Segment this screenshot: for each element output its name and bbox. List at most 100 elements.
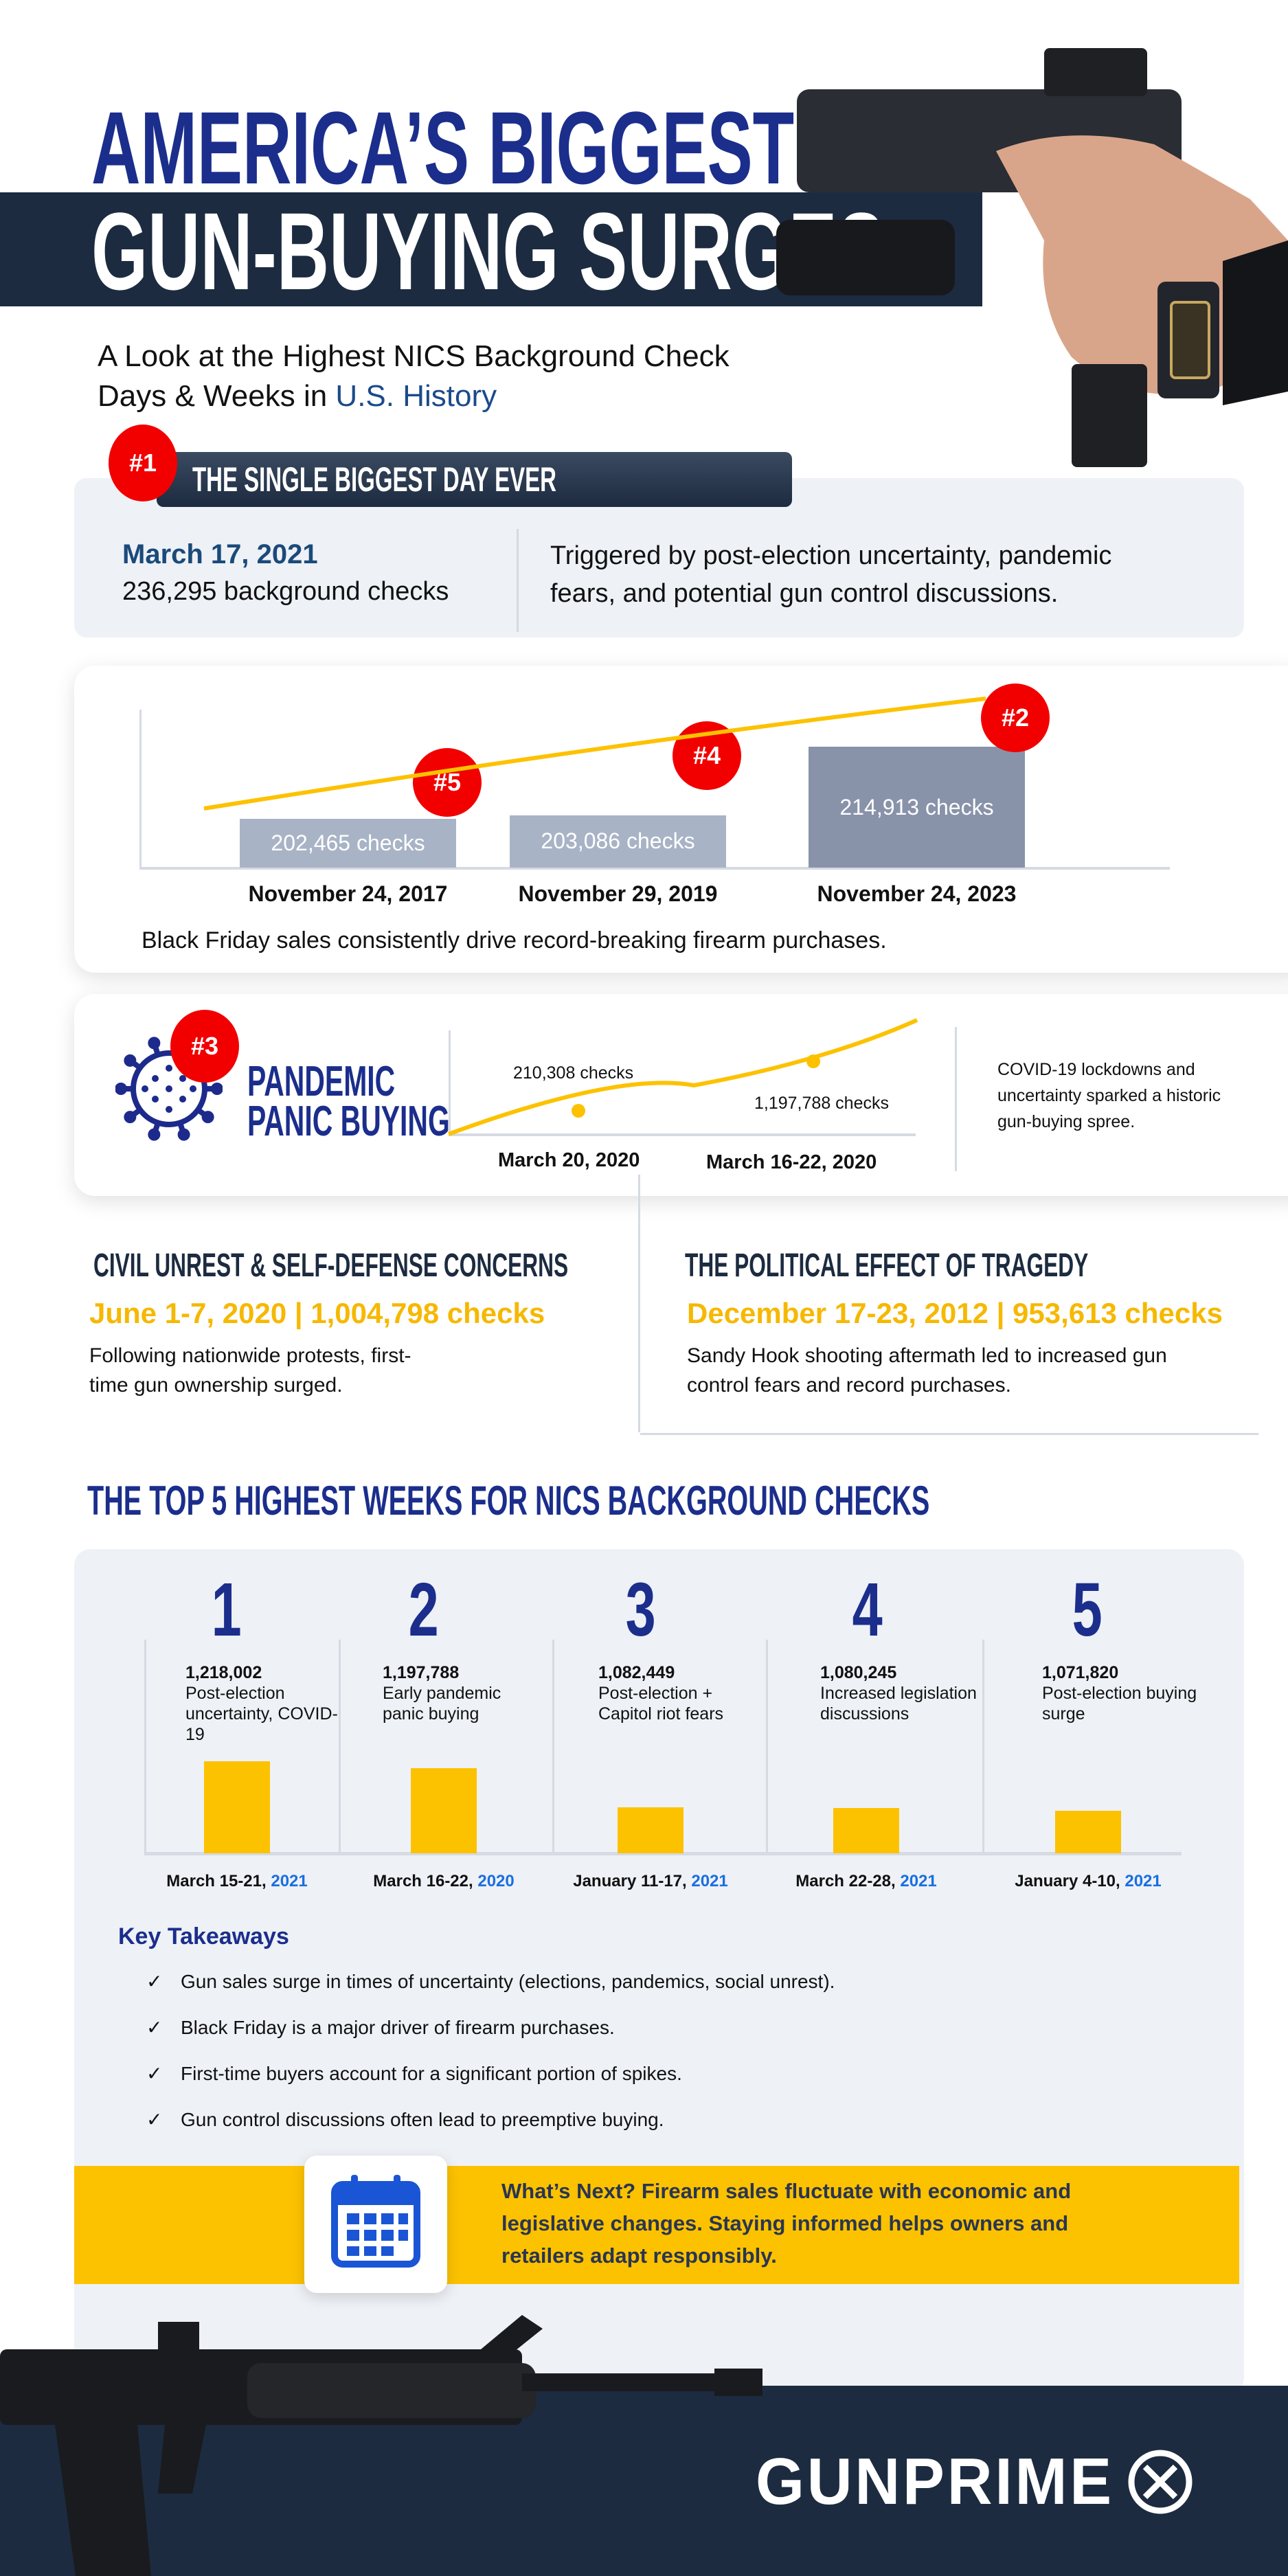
bf-bar: 214,913 checks [809,747,1025,868]
top5-heading: THE TOP 5 HIGHEST WEEKS FOR NICS BACKGRO… [87,1478,930,1524]
takeaway-text: First-time buyers account for a signific… [181,2063,682,2084]
takeaway-item: ✓ First-time buyers account for a signifi… [146,2062,682,2085]
subtitle-prefix: Days & Weeks in [98,379,336,413]
bf-bar-label: 202,465 checks [271,830,425,855]
takeaway-text: Gun control discussions often lead to pr… [181,2109,664,2130]
week-reason: Early pandemic panic buying [383,1684,501,1724]
description-line: uncertainty sparked a historic [997,1086,1221,1105]
subtitle-highlight: U.S. History [335,379,497,413]
bf-bar-label: 214,913 checks [839,794,994,820]
footer-logo: GUNPRIME [756,2444,1195,2520]
week-rank: 5 [1072,1568,1103,1652]
rank-badge-1: #1 [109,425,177,501]
week-date: January 4-10, 2021 [1015,1872,1162,1890]
calendar-icon [331,2175,420,2268]
takeaway-text: Gun sales surge in times of uncertainty … [181,1971,835,1992]
description-line: Triggered by post-election uncertainty, … [550,541,1112,570]
text-line: time gun ownership surged. [89,1374,343,1397]
takeaways-heading: Key Takeaways [118,1923,289,1950]
bf-date: November 24, 2017 [248,881,448,906]
rank-badge: #5 [413,748,482,817]
pandemic-point [806,1054,820,1068]
week-info: 1,071,820 Post-election buying surge [1042,1662,1200,1724]
top5-baseline [144,1852,1182,1855]
week-bar [833,1807,899,1853]
week-bar [1055,1810,1121,1853]
biggest-day-date: March 17, 2021 [122,539,318,569]
description-line: fears, and potential gun control discuss… [550,579,1059,608]
description-line: gun-buying spree. [997,1112,1136,1131]
bf-bar: 202,465 checks [240,818,456,868]
bf-y-axis [139,710,142,869]
week-reason: Increased legislation discussions [820,1684,977,1724]
tragedy-heading: THE POLITICAL EFFECT OF TRAGEDY [685,1247,1089,1284]
tragedy-text: Sandy Hook shooting aftermath led to inc… [687,1341,1167,1400]
week-value: 1,197,788 [383,1663,460,1682]
bf-trend-line [203,697,986,811]
check-icon: ✓ [146,2017,163,2038]
biggest-day-description: Triggered by post-election uncertainty, … [550,537,1111,613]
calendar-icon-box [304,2156,447,2293]
biggest-day-heading: THE SINGLE BIGGEST DAY EVER [192,460,556,499]
week-info: 1,080,245 Increased legislation discussio… [820,1662,978,1724]
column-divider [766,1640,768,1854]
columns-divider [638,1175,640,1432]
week-date: March 22-28, 2021 [795,1872,937,1890]
text-line: Sandy Hook shooting aftermath led to inc… [687,1344,1167,1367]
tragedy-highlight: December 17-23, 2012 | 953,613 checks [687,1297,1223,1329]
subtitle-line1: A Look at the Highest NICS Background Ch… [98,339,730,373]
crosshair-icon [1128,2450,1193,2514]
pandemic-description: COVID-19 lockdowns and uncertainty spark… [997,1057,1221,1135]
rifle-image [0,2315,762,2576]
week-bar [204,1761,270,1853]
week-info: 1,082,449 Post-election + Capitol riot fe… [598,1662,756,1724]
text-line: Following nationwide protests, first- [89,1344,411,1367]
pandemic-y-axis [449,1030,451,1135]
pandemic-title: PANDEMIC PANIC BUYING [247,1061,554,1145]
rank-badge: #2 [981,683,1050,752]
week-value: 1,071,820 [1042,1663,1119,1682]
virus-icon [115,1037,223,1141]
text-line: control fears and record purchases. [687,1374,1011,1397]
biggest-day-checks: 236,295 background checks [122,577,449,606]
biggest-day-divider [517,529,519,632]
bf-date: November 24, 2023 [817,881,1017,906]
civil-unrest-highlight: June 1-7, 2020 | 1,004,798 checks [89,1297,545,1329]
week-reason: Post-election uncertainty, COVID-19 [185,1684,338,1744]
pandemic-point-label: 210,308 checks [513,1063,634,1083]
week-rank: 4 [852,1568,883,1652]
rank-badge-3: #3 [170,1010,239,1083]
subtitle: A Look at the Highest NICS Background Ch… [98,337,730,416]
pandemic-point-label: 1,197,788 checks [754,1094,889,1113]
check-icon: ✓ [146,1971,163,1992]
columns-bottom-rule [640,1433,1258,1435]
column-divider [982,1640,984,1854]
whats-next-text: What’s Next? Firearm sales fluctuate wit… [501,2175,1071,2272]
text-line: legislative changes. Staying informed he… [501,2211,1069,2235]
pandemic-date: March 20, 2020 [498,1149,640,1171]
column-divider [552,1640,554,1854]
bf-caption: Black Friday sales consistently drive re… [142,927,887,953]
handgun-image [776,48,1288,467]
pandemic-x-axis [449,1133,916,1136]
week-info: 1,218,002 Post-election uncertainty, COVI… [185,1662,343,1745]
pandemic-divider [955,1027,957,1171]
week-value: 1,082,449 [598,1663,675,1682]
pandemic-title-line2: PANIC BUYING [247,1098,450,1145]
civil-unrest-heading: CIVIL UNREST & SELF-DEFENSE CONCERNS [93,1247,569,1284]
week-bar [411,1768,477,1853]
column-divider [339,1640,341,1854]
text-line: retailers adapt responsibly. [501,2244,777,2268]
bf-bar: 203,086 checks [510,815,726,868]
week-info: 1,197,788 Early pandemic panic buying [383,1662,541,1724]
week-date: March 16-22, 2020 [373,1872,515,1890]
bf-x-axis [139,867,1170,870]
pandemic-date: March 16-22, 2020 [706,1151,877,1173]
week-reason: Post-election buying surge [1042,1684,1197,1724]
biggest-day-heading-bar: THE SINGLE BIGGEST DAY EVER [157,452,792,507]
pandemic-trend-line [447,1018,918,1136]
text-line: What’s Next? Firearm sales fluctuate wit… [501,2179,1072,2203]
takeaway-item: ✓ Gun sales surge in times of uncertainty… [146,1970,835,1993]
week-reason: Post-election + Capitol riot fears [598,1684,724,1724]
title-line2: GUN-BUYING SURGES [91,190,885,313]
